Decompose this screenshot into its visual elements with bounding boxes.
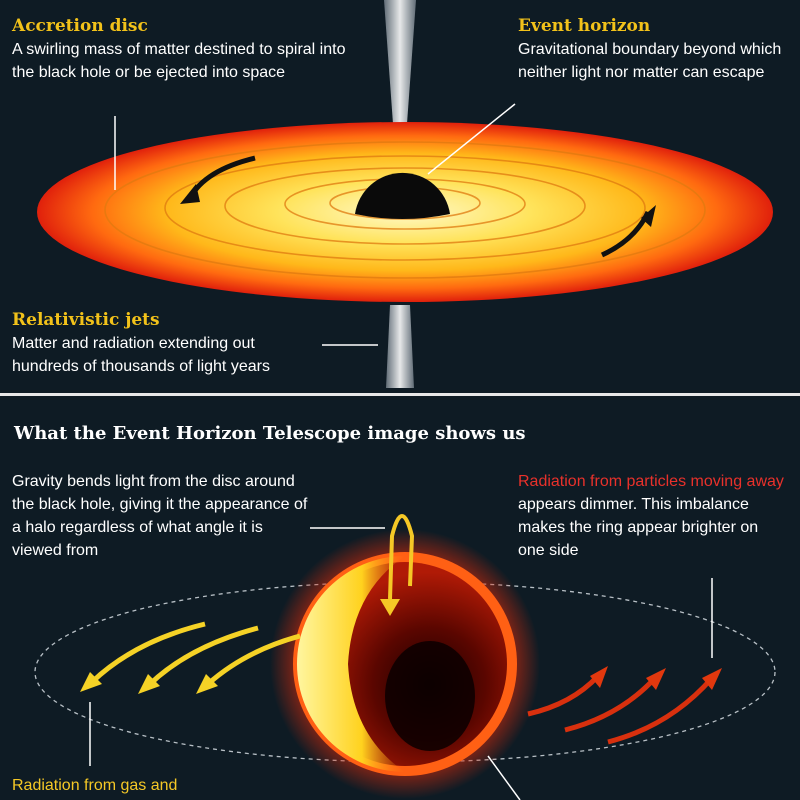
section-divider	[0, 393, 800, 396]
telescope-image-panel: What the Event Horizon Telescope image s…	[0, 396, 800, 800]
accretion-disc-title: Accretion disc	[12, 16, 148, 36]
event-horizon-text: Gravitational boundary beyond which neit…	[518, 41, 782, 81]
jets-title: Relativistic jets	[12, 310, 160, 330]
event-horizon	[355, 172, 450, 219]
event-horizon-leader	[427, 103, 516, 175]
bright-crescent	[297, 556, 405, 772]
black-hole-illustration	[37, 0, 773, 388]
black-hole-structure-panel: Accretion disc A swirling mass of matter…	[0, 0, 800, 393]
jets-text: Matter and radiation extending out hundr…	[12, 335, 270, 375]
gravity-loop-arrow	[388, 514, 415, 600]
black-hole-shadow	[385, 641, 475, 751]
upper-jet	[384, 0, 416, 165]
shadow-leader	[487, 755, 521, 800]
section-title: What the Event Horizon Telescope image s…	[14, 423, 526, 444]
away-rest: appears dimmer. This imbalance makes the…	[518, 496, 759, 559]
away-text: Radiation from particles moving away app…	[518, 470, 788, 562]
event-horizon-title: Event horizon	[518, 16, 651, 36]
accretion-disc-text: A swirling mass of matter destined to sp…	[12, 41, 346, 81]
disc-rings	[104, 141, 706, 279]
toward-arrows	[90, 621, 301, 686]
away-arrows	[527, 674, 714, 745]
gravity-text: Gravity bends light from the disc around…	[12, 473, 308, 559]
toward-text: Radiation from gas and	[12, 777, 178, 794]
away-highlight: Radiation from particles moving away	[518, 473, 784, 490]
eht-ring-illustration	[34, 514, 776, 800]
lower-jet	[386, 305, 414, 388]
